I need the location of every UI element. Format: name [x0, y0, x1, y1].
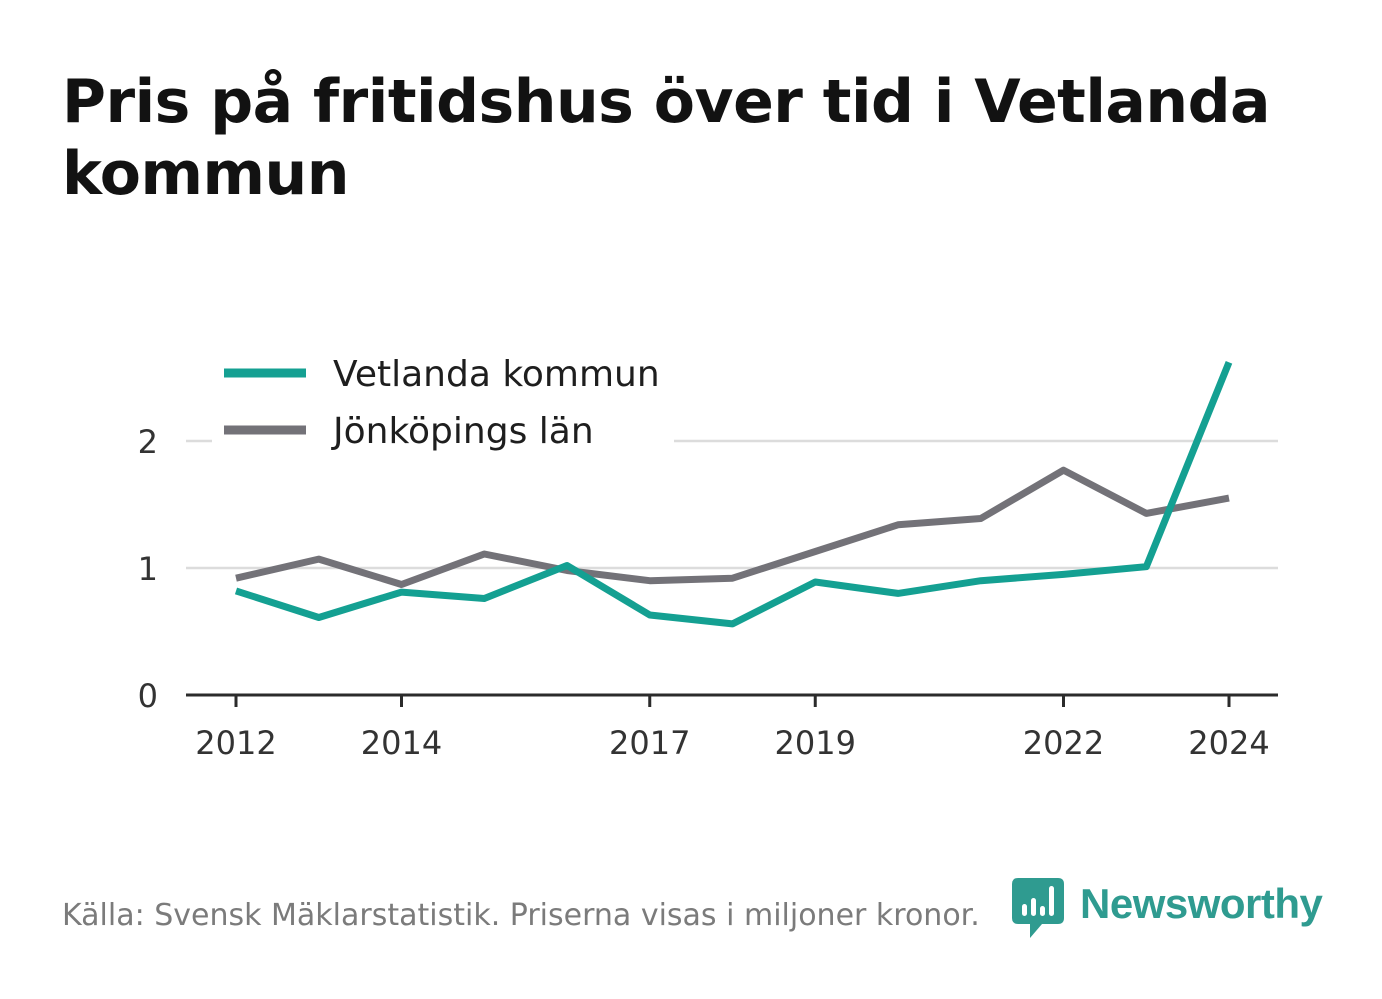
chart-title: Pris på fritidshus över tid i Vetlanda k…	[62, 67, 1271, 209]
y-tick-label: 2	[138, 423, 158, 461]
x-tick-label: 2024	[1188, 724, 1269, 762]
series-line-vetlanda-kommun	[234, 360, 1233, 628]
brand-logo[interactable]: Newsworthy	[1012, 878, 1323, 940]
newsworthy-logo-icon	[1012, 878, 1064, 938]
x-axis: 2012 2014 2017 2019 2022 2024	[186, 693, 1278, 762]
x-tick-label: 2017	[609, 724, 690, 762]
x-tick-label: 2012	[195, 724, 276, 762]
x-tick-label: 2019	[775, 724, 856, 762]
legend-label: Vetlanda kommun	[333, 354, 660, 395]
legend-background	[212, 340, 674, 462]
source-note: Källa: Svensk Mäklarstatistik. Priserna …	[62, 898, 980, 933]
legend-label: Jönköpings län	[331, 411, 594, 452]
y-tick-label: 0	[138, 677, 158, 715]
y-tick-label: 1	[138, 550, 158, 588]
series-lines	[234, 360, 1233, 628]
x-tick-label: 2022	[1023, 724, 1104, 762]
series-line-jonkopings-lan	[235, 466, 1230, 588]
brand-name: Newsworthy	[1080, 880, 1323, 927]
legend: Vetlanda kommun Jönköpings län	[212, 340, 674, 462]
x-tick-label: 2014	[361, 724, 442, 762]
y-axis-ticks: 0 1 2	[138, 423, 158, 715]
